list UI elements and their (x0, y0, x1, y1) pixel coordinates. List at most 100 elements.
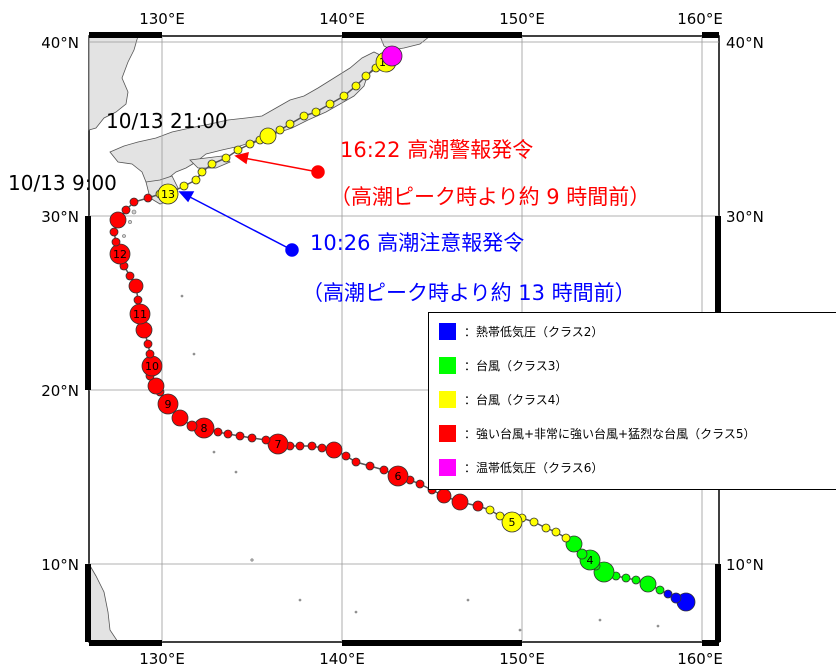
track-point (129, 197, 139, 207)
latitude-labels-left: 40°N 30°N 20°N 10°N (41, 34, 79, 574)
legend-item-class6: ：温帯低気圧（クラス6） (439, 457, 603, 477)
track-point (351, 81, 361, 91)
track-point (295, 441, 305, 451)
day-marker-label: 6 (395, 470, 402, 483)
legend-item-class2: ：熱帯低気圧（クラス2） (439, 321, 603, 341)
lon-label-top: 130°E (139, 10, 185, 28)
lon-label-bottom: 150°E (499, 650, 545, 668)
day-marker-label: 8 (201, 422, 208, 435)
lon-label-top: 150°E (499, 10, 545, 28)
track-day-marker (501, 511, 523, 533)
legend-label: ：台風（クラス4） (464, 392, 568, 407)
track-point (631, 575, 641, 585)
track-point (143, 193, 153, 203)
track-day-marker (109, 243, 131, 265)
track-point (415, 479, 425, 489)
legend-label: ：温帯低気圧（クラス6） (464, 460, 604, 475)
track-point (379, 465, 389, 475)
track-day-marker (387, 465, 409, 487)
advisory-arrow (178, 191, 299, 257)
track-point (197, 167, 207, 177)
track-point (285, 119, 295, 129)
track-point (365, 461, 375, 471)
track-point (325, 99, 335, 109)
track-point (325, 441, 343, 459)
track-day-marker (157, 183, 179, 205)
track-point (245, 139, 255, 149)
track-point (213, 427, 223, 437)
track-point (235, 431, 245, 441)
track-point (109, 227, 119, 237)
track-point (109, 211, 127, 229)
track-point (485, 505, 495, 515)
legend-swatch (439, 356, 456, 374)
day-marker-label: 11 (133, 308, 147, 321)
track-point (307, 441, 317, 451)
day-marker-label: 4 (587, 554, 594, 567)
track-point (135, 321, 153, 339)
lat-label-right: 40°N (726, 34, 764, 52)
track-day-marker (267, 433, 289, 455)
track-point (221, 153, 231, 163)
track-point (311, 107, 321, 117)
track-point (186, 420, 198, 432)
track-point (145, 349, 155, 359)
legend-label: ：台風（クラス3） (464, 358, 568, 373)
track-day-marker (157, 393, 179, 415)
track-point (223, 429, 233, 439)
track-point (529, 517, 539, 527)
lon-label-bottom: 130°E (139, 650, 185, 668)
legend-swatch (439, 322, 456, 340)
warning-subtitle: （高潮ピーク時より約 9 時間前） (330, 185, 650, 209)
track-point (111, 237, 121, 247)
lat-label-right: 30°N (726, 208, 764, 226)
longitude-labels-top: 130°E 140°E 150°E 160°E (139, 10, 723, 28)
track-point (551, 527, 561, 537)
track-point (179, 181, 189, 191)
day-marker-label: 10 (145, 360, 159, 373)
track-point (351, 457, 361, 467)
track-point (261, 435, 271, 445)
track-point (133, 295, 143, 305)
track-point (125, 271, 135, 281)
track-point (561, 533, 571, 543)
lat-label-right: 10°N (726, 556, 764, 574)
track-point (299, 111, 309, 121)
day-marker-label: 12 (113, 248, 127, 261)
frame-ticks (85, 32, 721, 646)
day-marker-label: 9 (165, 398, 172, 411)
track-point (472, 500, 484, 512)
track-point (576, 548, 588, 560)
track-point (259, 127, 277, 145)
track-point (275, 125, 285, 135)
track-point (639, 575, 657, 593)
track-point (341, 451, 351, 461)
lon-label-top: 160°E (677, 10, 723, 28)
longitude-labels-bottom: 130°E 140°E 150°E 160°E (139, 650, 723, 668)
track-point (191, 175, 201, 185)
lat-label-left: 30°N (41, 208, 79, 226)
legend-swatch (439, 390, 456, 408)
legend-swatch (439, 458, 456, 476)
advisory-subtitle: （高潮ピーク時より約 13 時間前） (302, 281, 636, 305)
legend-item-class4: ：台風（クラス4） (439, 389, 567, 409)
track-point (207, 159, 217, 169)
time-label-2100: 10/13 21:00 (106, 109, 228, 133)
track-day-marker (129, 303, 151, 325)
day-marker-label: 13 (161, 188, 175, 201)
legend-item-class5: ：強い台風+非常に強い台風+猛烈な台風（クラス5） (439, 423, 756, 443)
track-point (233, 145, 243, 155)
track-point (381, 45, 403, 67)
track-point (495, 511, 505, 521)
lat-label-left: 10°N (41, 556, 79, 574)
track-point (143, 339, 153, 349)
legend-label: ：強い台風+非常に強い台風+猛烈な台風（クラス5） (464, 426, 756, 441)
track-point (663, 589, 673, 599)
track-point (121, 205, 131, 215)
track-point (451, 493, 469, 511)
lon-label-top: 140°E (319, 10, 365, 28)
track-point (128, 278, 144, 294)
track-point (317, 443, 327, 453)
track-point (339, 91, 349, 101)
legend-swatch (439, 424, 456, 442)
